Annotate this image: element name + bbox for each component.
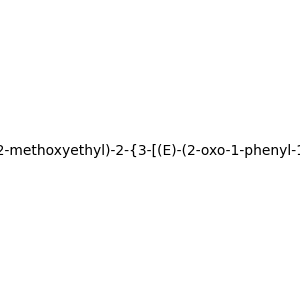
Text: N-(2-methoxyethyl)-2-{3-[(E)-(2-oxo-1-phenyl-1,2-d: N-(2-methoxyethyl)-2-{3-[(E)-(2-oxo-1-ph… xyxy=(0,145,300,158)
